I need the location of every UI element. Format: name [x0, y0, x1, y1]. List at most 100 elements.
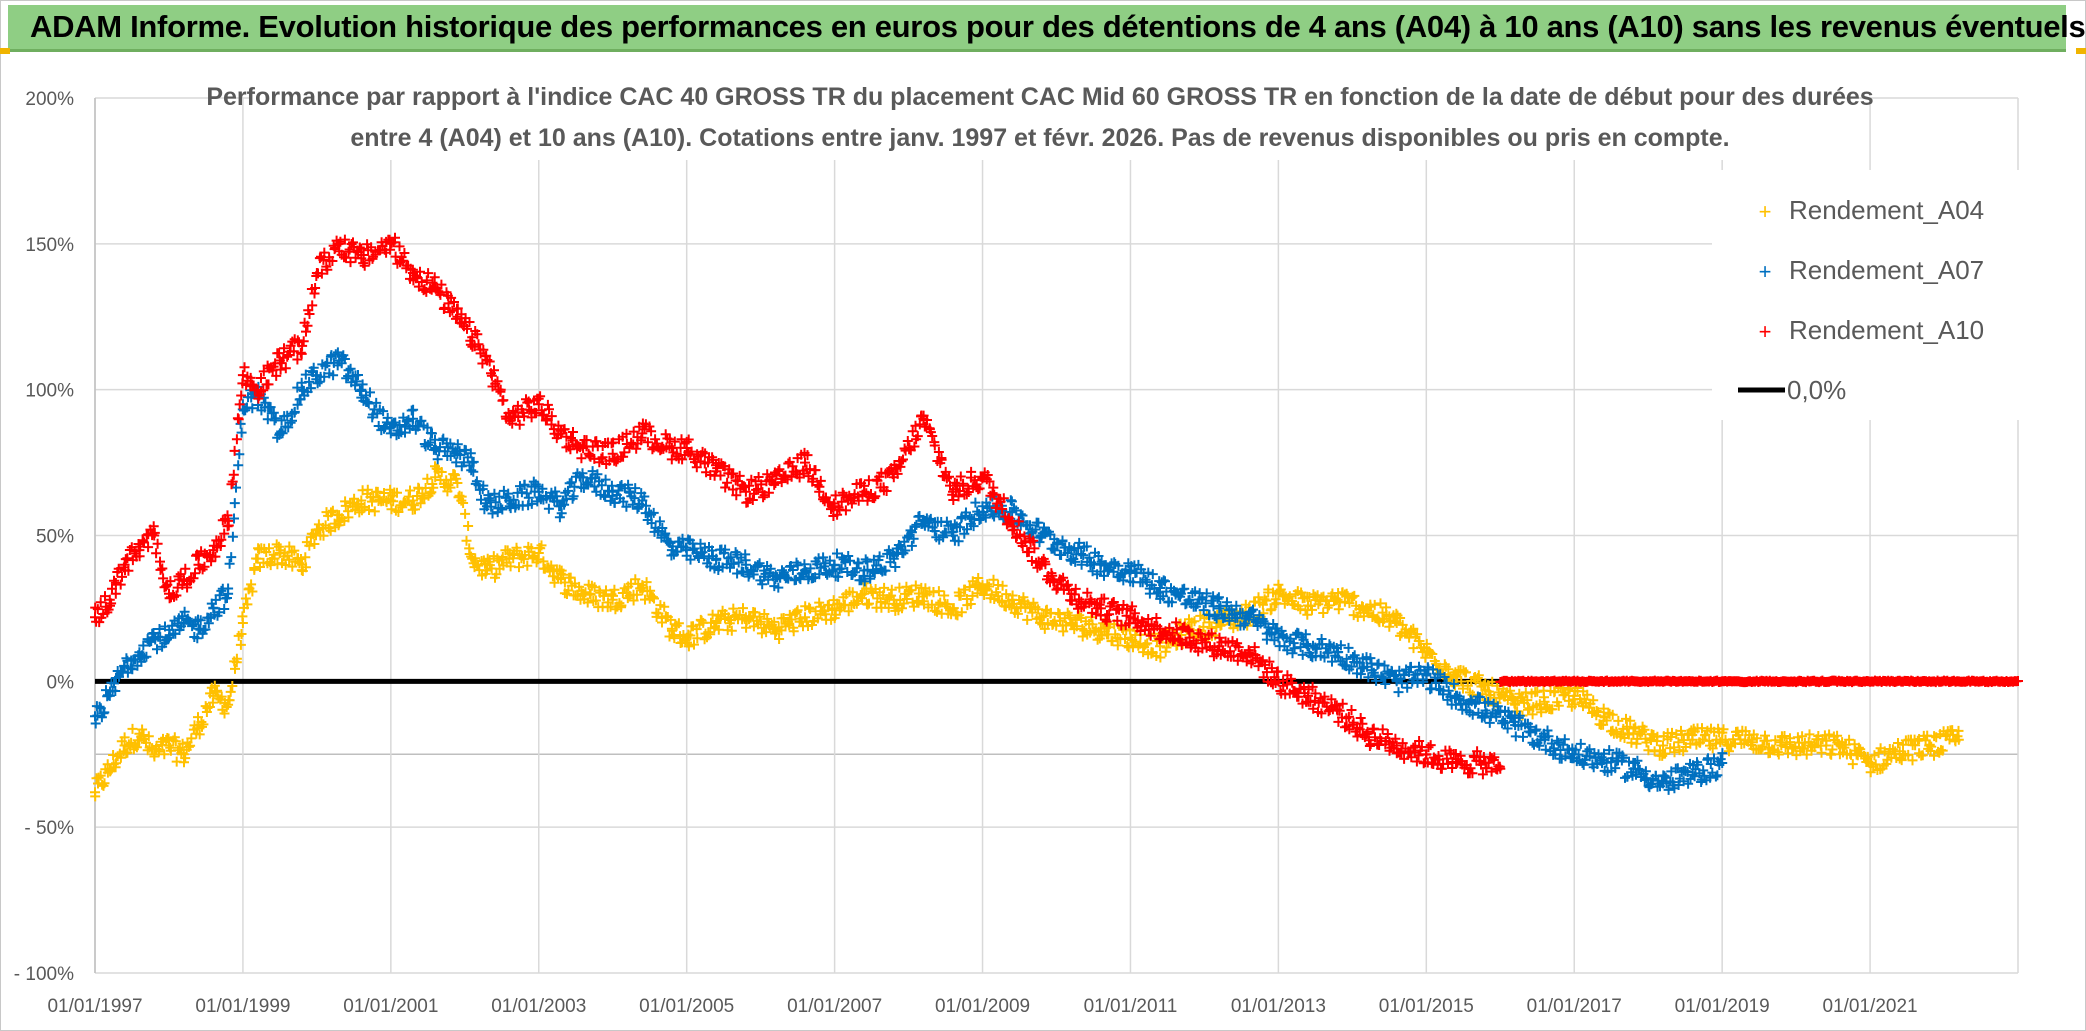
data-point-a07 [974, 515, 985, 525]
data-point-a10 [354, 242, 365, 253]
data-point-a10 [258, 385, 269, 396]
data-point-a10 [1128, 613, 1139, 624]
data-point-a10 [1127, 601, 1138, 612]
data-point-a07 [953, 536, 964, 547]
data-point-a04 [1847, 759, 1858, 770]
data-point-a07 [543, 503, 554, 514]
data-point-a07 [508, 494, 519, 505]
data-point-a07 [1402, 682, 1413, 693]
data-point-a04 [497, 552, 508, 562]
data-point-a04 [237, 611, 248, 622]
data-point-a10 [1028, 535, 1039, 546]
data-point-a10 [619, 447, 630, 458]
data-point-a07 [1017, 510, 1028, 521]
data-point-a04 [784, 609, 795, 620]
data-point-a10 [452, 303, 463, 314]
data-point-a10 [151, 548, 162, 559]
data-point-a04 [1022, 614, 1033, 625]
data-point-a04 [1673, 737, 1684, 748]
data-point-a04 [1804, 729, 1815, 740]
series-a10-flat-zero [1495, 675, 2023, 688]
data-point-a10 [1337, 698, 1348, 709]
data-point-a04 [403, 491, 414, 502]
data-point-a10 [1129, 608, 1140, 619]
data-point-a10 [1108, 597, 1119, 607]
data-point-a04 [249, 564, 260, 575]
data-point-a10 [115, 579, 126, 590]
data-point-a10 [319, 247, 330, 258]
data-point-a10 [631, 443, 642, 454]
data-point-a04 [1523, 704, 1533, 715]
data-point-a07 [862, 564, 873, 575]
data-point-a04 [415, 498, 426, 509]
data-point-a07 [787, 565, 798, 575]
data-point-a04 [948, 603, 959, 614]
data-point-a04 [1953, 725, 1964, 736]
data-point-a10 [302, 320, 313, 331]
data-point-a04 [1412, 629, 1423, 640]
data-point-a10 [1233, 642, 1244, 653]
data-point-a04 [1324, 600, 1334, 611]
data-point-a07 [845, 555, 855, 566]
data-point-a10 [236, 390, 247, 401]
data-point-a04 [461, 535, 472, 546]
data-point-a10 [933, 447, 944, 457]
data-point-a07 [1238, 620, 1249, 631]
data-point-a07 [648, 507, 659, 518]
data-point-a04 [1873, 747, 1884, 758]
data-point-a07 [224, 558, 235, 569]
data-point-a10 [256, 386, 266, 397]
data-point-a10 [175, 569, 186, 580]
data-point-a04 [235, 639, 246, 650]
data-point-a07 [568, 491, 579, 502]
data-point-a04 [585, 589, 596, 600]
data-point-a10 [279, 343, 289, 354]
data-point-a07 [99, 707, 110, 718]
data-point-a07 [1006, 496, 1017, 507]
y-tick-label: 50% [36, 527, 74, 548]
data-point-a10 [1232, 655, 1243, 666]
data-point-a04 [1625, 715, 1636, 726]
data-point-a10 [106, 598, 117, 609]
data-point-a07 [265, 402, 276, 413]
data-point-a10 [708, 454, 719, 465]
data-point-a07 [654, 516, 665, 527]
data-point-a07 [1025, 520, 1035, 531]
data-point-a10 [157, 563, 168, 574]
data-point-a04 [1903, 749, 1914, 760]
data-point-a07 [1062, 548, 1073, 558]
data-point-a07 [1049, 545, 1060, 556]
data-point-a07 [955, 522, 965, 533]
data-point-a07 [754, 558, 765, 569]
data-point-a10 [1015, 529, 1025, 540]
data-point-a07 [1070, 556, 1081, 567]
data-point-a07 [885, 557, 896, 568]
data-point-a10 [542, 399, 553, 410]
data-point-a07 [1376, 671, 1387, 682]
data-point-a07 [92, 710, 103, 721]
data-point-a04 [400, 498, 411, 508]
data-point-a10 [1343, 711, 1354, 722]
data-point-a04 [1870, 759, 1881, 770]
data-point-a10 [1152, 621, 1163, 632]
data-point-a07 [623, 479, 634, 490]
data-point-a04 [1553, 700, 1564, 711]
data-point-a10 [929, 440, 940, 451]
data-point-a10 [756, 479, 767, 490]
data-point-a07 [822, 569, 833, 580]
data-point-a10 [686, 446, 697, 457]
data-point-a10 [256, 373, 266, 383]
data-point-a07 [728, 558, 739, 569]
data-point-a10 [669, 436, 680, 447]
data-point-a07 [1483, 696, 1494, 707]
data-point-a04 [533, 554, 544, 565]
data-point-a10 [802, 450, 813, 461]
data-point-a10 [1013, 516, 1024, 527]
data-point-a04 [728, 603, 739, 614]
data-point-a04 [1522, 695, 1533, 706]
data-point-a10 [1069, 589, 1080, 600]
data-point-a10 [1465, 763, 1476, 774]
data-point-a07 [1705, 772, 1716, 783]
data-point-a07 [247, 403, 258, 414]
data-point-a04 [703, 627, 714, 638]
